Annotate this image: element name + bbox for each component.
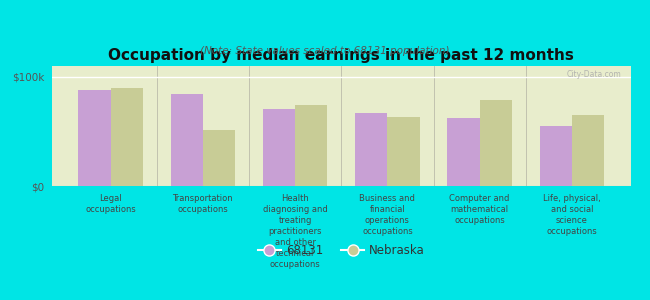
Title: Occupation by median earnings in the past 12 months: Occupation by median earnings in the pas…: [109, 48, 574, 63]
Bar: [480, 100, 512, 186]
Bar: [170, 94, 203, 186]
Legend: 68131, Nebraska: 68131, Nebraska: [253, 239, 430, 262]
Text: City-Data.com: City-Data.com: [567, 70, 622, 79]
Bar: [111, 88, 143, 186]
Text: (Note: State values scaled to 68131 population): (Note: State values scaled to 68131 popu…: [200, 46, 450, 56]
Bar: [355, 113, 387, 186]
Bar: [78, 90, 111, 186]
Bar: [263, 109, 295, 186]
Bar: [387, 117, 420, 186]
Bar: [572, 115, 604, 186]
Bar: [295, 105, 328, 186]
Bar: [203, 130, 235, 186]
Bar: [447, 118, 480, 186]
Bar: [540, 126, 572, 186]
